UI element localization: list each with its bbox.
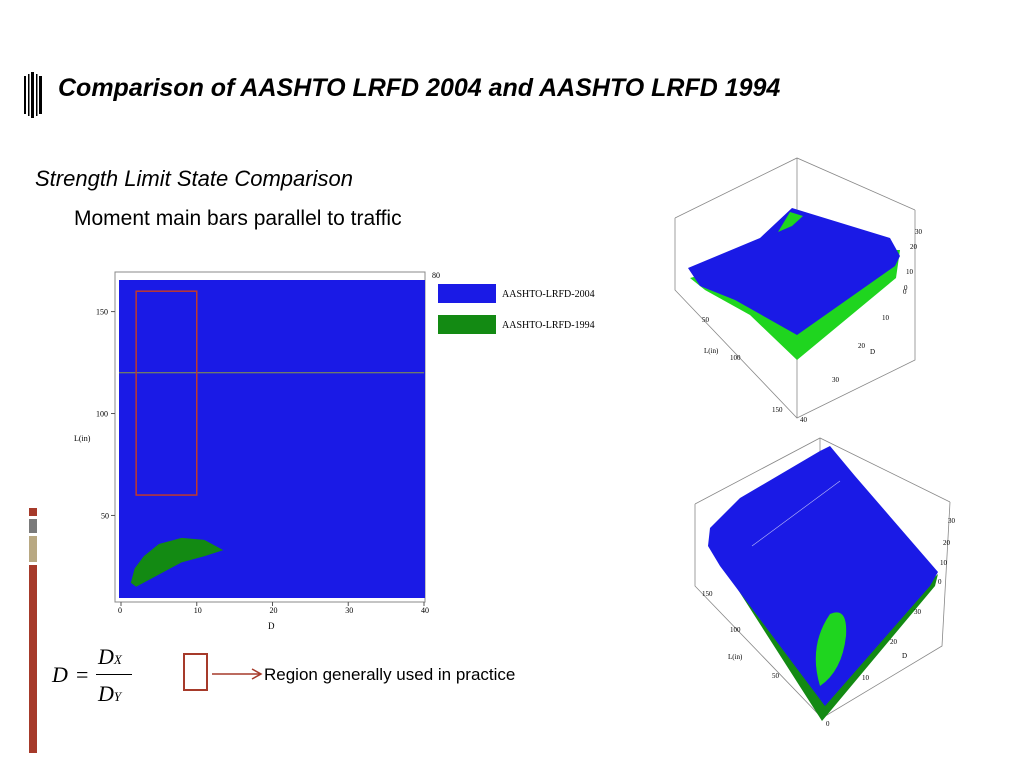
legend-swatch-lrfd2004	[438, 284, 496, 303]
x-tick-label: 20	[270, 606, 278, 615]
surface-ridge-line	[751, 480, 841, 547]
svg-text:L(in): L(in)	[704, 347, 719, 355]
svg-text:D: D	[870, 348, 875, 356]
practice-region-legend-box	[183, 653, 208, 691]
sidebar-block-gray	[29, 519, 37, 533]
x-axis-label: D	[268, 621, 275, 631]
svg-text:10: 10	[906, 268, 914, 276]
svg-text:20: 20	[910, 243, 918, 251]
slide-subtitle: Strength Limit State Comparison	[35, 166, 353, 191]
svg-text:100: 100	[730, 626, 741, 634]
formula-fraction-bar	[96, 674, 132, 675]
svg-text:10: 10	[882, 314, 890, 322]
contour-plot: 0 10 20 30 40 50 100 150 80 D L(in) AASHTO-LRFD…	[74, 271, 595, 631]
svg-text:0: 0	[903, 288, 907, 296]
formula-numerator: DX	[98, 644, 122, 669]
surface-lrfd2004	[688, 208, 900, 335]
y-tick-label: 150	[96, 308, 108, 317]
practice-region-box	[135, 290, 198, 496]
svg-text:40: 40	[800, 416, 808, 424]
corner-tick-label: 80	[432, 271, 440, 280]
formula-denominator: DY	[98, 681, 122, 706]
svg-text:150: 150	[702, 590, 713, 598]
x-tick-label: 0	[118, 606, 122, 615]
svg-text:10: 10	[940, 559, 948, 567]
slide-subsubtitle: Moment main bars parallel to traffic	[74, 207, 402, 230]
practice-region-label: Region generally used in practice	[264, 665, 516, 684]
surface-green-patch	[778, 212, 803, 232]
y-axis-label: L(in)	[74, 434, 91, 443]
surface-lrfd2004	[708, 446, 938, 706]
y-tick-label: 50	[101, 511, 109, 520]
x-tick-label: 10	[194, 606, 202, 615]
ratio-formula: D = DX DY	[52, 644, 142, 710]
svg-text:30: 30	[948, 517, 956, 525]
svg-text:30: 30	[914, 608, 922, 616]
sidebar-block-red-top	[29, 508, 37, 516]
svg-text:150: 150	[772, 406, 783, 414]
x-tick-label: 40	[421, 606, 429, 615]
y-tick-label: 100	[96, 410, 108, 419]
formula-equals: =	[76, 662, 89, 687]
legend-swatch-lrfd1994	[438, 315, 496, 334]
sidebar-block-tan	[29, 536, 37, 562]
slide-title: Comparison of AASHTO LRFD 2004 and AASHT…	[58, 74, 781, 102]
surface-plot-top: 30 20 10 0 0 10 20 30 40 50 100 150 D L(…	[674, 157, 923, 424]
svg-text:0: 0	[826, 720, 830, 728]
svg-text:30: 30	[832, 376, 840, 384]
svg-text:L(in): L(in)	[728, 653, 743, 661]
svg-text:20: 20	[890, 638, 898, 646]
sidebar-block-red-long	[29, 565, 37, 753]
svg-text:0: 0	[938, 578, 942, 586]
svg-text:0: 0	[904, 284, 908, 292]
svg-text:50: 50	[702, 316, 710, 324]
svg-text:30: 30	[915, 228, 923, 236]
surface-green-patch	[815, 612, 847, 686]
legend-label-lrfd1994: AASHTO-LRFD-1994	[502, 320, 595, 331]
svg-text:20: 20	[943, 539, 951, 547]
legend-label-lrfd2004: AASHTO-LRFD-2004	[502, 289, 595, 300]
arrow-right-icon	[212, 668, 263, 680]
svg-text:100: 100	[730, 354, 741, 362]
svg-text:20: 20	[858, 342, 866, 350]
svg-text:50: 50	[772, 672, 780, 680]
title-ornament-icon	[24, 72, 42, 118]
svg-text:10: 10	[862, 674, 870, 682]
svg-text:D: D	[902, 652, 907, 660]
surface-plot-bottom: 30 20 10 0 30 20 10 0 150 100 50 D L(in)	[694, 437, 956, 728]
x-tick-label: 30	[345, 606, 353, 615]
green-region-lrfd1994	[130, 537, 224, 587]
formula-lhs: D	[52, 662, 68, 687]
